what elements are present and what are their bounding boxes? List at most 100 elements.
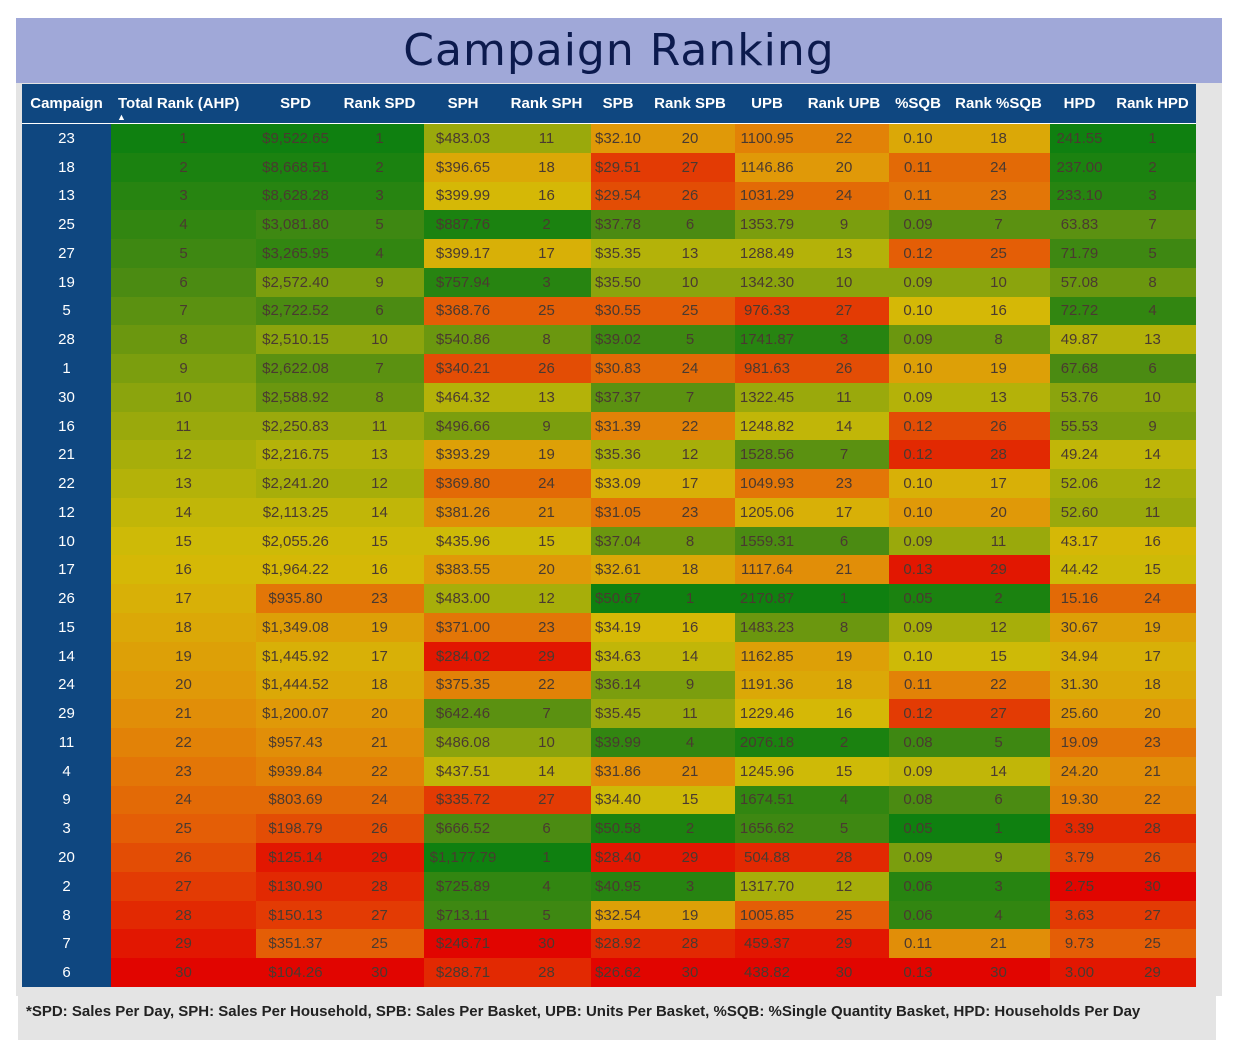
rank-sqb-cell: 17 <box>947 469 1050 498</box>
rank-spb-cell: 16 <box>645 613 735 642</box>
spd-cell: $1,445.92 <box>256 641 335 671</box>
sqb-cell: 0.12 <box>889 440 947 470</box>
table-row[interactable]: 25 4 $3,081.80 5 $887.76 2 $37.78 6 1353.79 9 0.09… <box>22 210 1196 240</box>
table-row[interactable]: 12 14 $2,113.25 14 $381.26 21 $31.05 23 1205.06 1… <box>22 497 1196 527</box>
rank-upb-cell: 8 <box>799 613 889 642</box>
rank-upb-cell: 24 <box>799 181 889 211</box>
table-row[interactable]: 2 27 $130.90 28 $725.89 4 $40.95 3 1317.70 12 0.06… <box>22 871 1196 901</box>
column-header-campaign[interactable]: Campaign <box>22 84 111 124</box>
rank-spb-cell: 11 <box>645 699 735 729</box>
total-rank-cell: 18 <box>111 613 256 642</box>
table-row[interactable]: 19 6 $2,572.40 9 $757.94 3 $35.50 10 1342.30 10 0.… <box>22 267 1196 297</box>
total-rank-cell: 5 <box>111 239 256 268</box>
table-row[interactable]: 30 10 $2,588.92 8 $464.32 13 $37.37 7 1322.45 11 0… <box>22 382 1196 412</box>
sph-cell: $666.52 <box>424 814 502 844</box>
spd-cell: $8,628.28 <box>256 181 335 211</box>
total-rank-cell: 30 <box>111 958 256 987</box>
campaign-cell: 22 <box>22 469 111 498</box>
column-header-sph[interactable]: SPH <box>424 84 502 124</box>
spb-cell: $26.62 <box>591 958 645 987</box>
table-row[interactable]: 5 7 $2,722.52 6 $368.76 25 $30.55 25 976.33 27 0.1… <box>22 296 1196 326</box>
campaign-cell: 7 <box>22 929 111 959</box>
rank-hpd-cell: 15 <box>1109 555 1196 585</box>
rank-sph-cell: 26 <box>502 354 591 383</box>
rank-sqb-cell: 22 <box>947 670 1050 700</box>
total-rank-cell: 21 <box>111 699 256 729</box>
table-row[interactable]: 4 23 $939.84 22 $437.51 14 $31.86 21 1245.96 15 0.… <box>22 756 1196 786</box>
rank-hpd-cell: 11 <box>1109 497 1196 527</box>
rank-spb-cell: 12 <box>645 440 735 470</box>
column-header-rank-spd[interactable]: Rank SPD <box>335 84 424 124</box>
rank-sqb-cell: 27 <box>947 699 1050 729</box>
table-row[interactable]: 21 12 $2,216.75 13 $393.29 19 $35.36 12 1528.56 7… <box>22 440 1196 470</box>
column-header-rank-spb[interactable]: Rank SPB <box>645 84 735 124</box>
table-row[interactable]: 17 16 $1,964.22 16 $383.55 20 $32.61 18 1117.64 2… <box>22 555 1196 585</box>
hpd-cell: 25.60 <box>1050 699 1109 729</box>
column-header-upb[interactable]: UPB <box>735 84 799 124</box>
table-row[interactable]: 23 1 $9,522.65 1 $483.03 11 $32.10 20 1100.95 22 0… <box>22 123 1196 153</box>
column-header-total-rank[interactable]: Total Rank (AHP) ▲ <box>111 84 256 124</box>
table-row[interactable]: 28 8 $2,510.15 10 $540.86 8 $39.02 5 1741.87 3 0.0… <box>22 325 1196 355</box>
rank-hpd-cell: 25 <box>1109 929 1196 959</box>
rank-spb-cell: 1 <box>645 584 735 614</box>
column-header-hpd[interactable]: HPD <box>1050 84 1109 124</box>
sqb-cell: 0.08 <box>889 785 947 815</box>
sqb-cell: 0.11 <box>889 670 947 700</box>
table-row[interactable]: 10 15 $2,055.26 15 $435.96 15 $37.04 8 1559.31 6 0… <box>22 526 1196 556</box>
column-header-rank-sqb[interactable]: Rank %SQB <box>947 84 1050 124</box>
sqb-cell: 0.11 <box>889 929 947 959</box>
rank-upb-cell: 22 <box>799 123 889 153</box>
column-header-spd[interactable]: SPD <box>256 84 335 124</box>
table-row[interactable]: 11 22 $957.43 21 $486.08 10 $39.99 4 2076.18 2 0.0… <box>22 728 1196 757</box>
total-rank-cell: 14 <box>111 497 256 527</box>
column-header-rank-sph[interactable]: Rank SPH <box>502 84 591 124</box>
total-rank-cell: 13 <box>111 469 256 498</box>
table-row[interactable]: 1 9 $2,622.08 7 $340.21 26 $30.83 24 981.63 26 0.1… <box>22 354 1196 383</box>
table-row[interactable]: 24 20 $1,444.52 18 $375.35 22 $36.14 9 1191.36 18… <box>22 670 1196 700</box>
column-header-spb[interactable]: SPB <box>591 84 645 124</box>
column-header-rank-hpd[interactable]: Rank HPD <box>1109 84 1196 124</box>
spb-cell: $36.14 <box>591 670 645 700</box>
hpd-cell: 24.20 <box>1050 756 1109 786</box>
rank-spb-cell: 21 <box>645 756 735 786</box>
rank-spb-cell: 24 <box>645 354 735 383</box>
table-row[interactable]: 18 2 $8,668.51 2 $396.65 18 $29.51 27 1146.86 20 0… <box>22 152 1196 182</box>
column-header-sqb[interactable]: %SQB <box>889 84 947 124</box>
upb-cell: 1191.36 <box>735 670 799 700</box>
table-row[interactable]: 20 26 $125.14 29 $1,177.79 1 $28.40 29 504.88 28 0… <box>22 843 1196 872</box>
table-row[interactable]: 3 25 $198.79 26 $666.52 6 $50.58 2 1656.62 5 0.05 1… <box>22 814 1196 844</box>
table-row[interactable]: 13 3 $8,628.28 3 $399.99 16 $29.54 26 1031.29 24 0… <box>22 181 1196 211</box>
rank-sqb-cell: 2 <box>947 584 1050 614</box>
rank-spd-cell: 1 <box>335 123 424 153</box>
total-rank-cell: 17 <box>111 584 256 614</box>
table-row[interactable]: 16 11 $2,250.83 11 $496.66 9 $31.39 22 1248.82 14… <box>22 411 1196 441</box>
table-row[interactable]: 8 28 $150.13 27 $713.11 5 $32.54 19 1005.85 25 0.0… <box>22 900 1196 930</box>
table-row[interactable]: 26 17 $935.80 23 $483.00 12 $50.67 1 2170.87 1 0.0… <box>22 584 1196 614</box>
rank-spb-cell: 6 <box>645 210 735 240</box>
spd-cell: $150.13 <box>256 900 335 930</box>
rank-sqb-cell: 8 <box>947 325 1050 355</box>
rank-hpd-cell: 12 <box>1109 469 1196 498</box>
upb-cell: 1342.30 <box>735 267 799 297</box>
sqb-cell: 0.09 <box>889 526 947 556</box>
rank-sph-cell: 24 <box>502 469 591 498</box>
rank-upb-cell: 15 <box>799 756 889 786</box>
rank-spb-cell: 5 <box>645 325 735 355</box>
table-row[interactable]: 22 13 $2,241.20 12 $369.80 24 $33.09 17 1049.93 2… <box>22 469 1196 498</box>
rank-spb-cell: 19 <box>645 900 735 930</box>
table-row[interactable]: 15 18 $1,349.08 19 $371.00 23 $34.19 16 1483.23 8… <box>22 613 1196 642</box>
sqb-cell: 0.09 <box>889 382 947 412</box>
column-header-rank-upb[interactable]: Rank UPB <box>799 84 889 124</box>
table-row[interactable]: 6 30 $104.26 30 $288.71 28 $26.62 30 438.82 30 0.1… <box>22 958 1196 987</box>
rank-sph-cell: 13 <box>502 382 591 412</box>
table-row[interactable]: 9 24 $803.69 24 $335.72 27 $34.40 15 1674.51 4 0.0… <box>22 785 1196 815</box>
rank-sqb-cell: 23 <box>947 181 1050 211</box>
rank-spb-cell: 22 <box>645 411 735 441</box>
hpd-cell: 63.83 <box>1050 210 1109 240</box>
table-row[interactable]: 27 5 $3,265.95 4 $399.17 17 $35.35 13 1288.49 13 0… <box>22 239 1196 268</box>
table-row[interactable]: 14 19 $1,445.92 17 $284.02 29 $34.63 14 1162.85 1… <box>22 641 1196 671</box>
rank-spd-cell: 2 <box>335 152 424 182</box>
table-row[interactable]: 7 29 $351.37 25 $246.71 30 $28.92 28 459.37 29 0.1… <box>22 929 1196 959</box>
rank-spd-cell: 21 <box>335 728 424 757</box>
table-row[interactable]: 29 21 $1,200.07 20 $642.46 7 $35.45 11 1229.46 16… <box>22 699 1196 729</box>
